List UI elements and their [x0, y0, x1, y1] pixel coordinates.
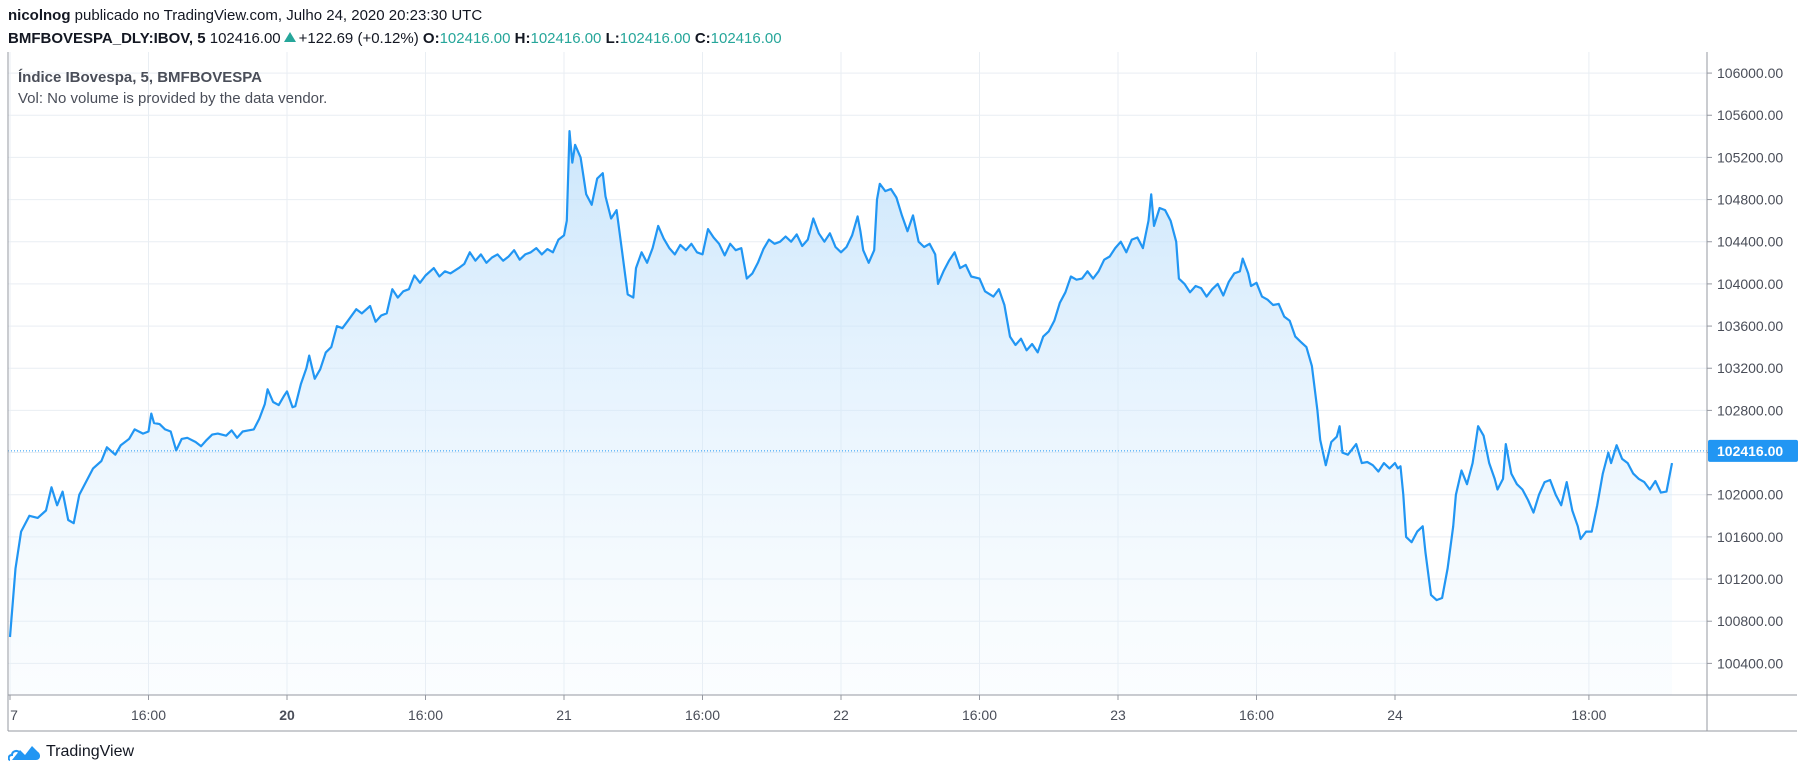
x-tick-label: 16:00 [131, 707, 166, 723]
y-tick-label: 106000.00 [1717, 65, 1783, 81]
ohlc-bar: BMFBOVESPA_DLY:IBOV, 5 102416.00 +122.69 … [8, 30, 782, 47]
x-tick-label: 18:00 [1571, 707, 1606, 723]
y-tick-label: 104400.00 [1717, 234, 1783, 250]
time-axis[interactable]: 7 16:00 20 16:00 21 16:00 22 16:00 23 16:00 24 18:0… [9, 695, 1607, 723]
last-price: 102416.00 [209, 30, 281, 47]
chart-frame [7, 52, 1797, 732]
price-axis[interactable]: 106000.00 105600.00 105200.00 104800.00 1044… [1707, 65, 1783, 671]
close-value: 102416.00 [710, 30, 782, 47]
y-tick-label: 103600.00 [1717, 318, 1783, 334]
x-tick-label: 21 [556, 707, 572, 723]
open-value: 102416.00 [439, 30, 511, 47]
published-text: publicado no TradingView.com, Julho 24, … [74, 7, 483, 24]
y-tick-label: 101600.00 [1717, 529, 1783, 545]
x-tick-label: 16:00 [1239, 707, 1274, 723]
y-tick-label: 101200.00 [1717, 571, 1783, 587]
y-tick-label: 105200.00 [1717, 149, 1783, 165]
last-price-tag: 102416.00 [1708, 439, 1798, 462]
tradingview-cloud-icon [8, 746, 41, 761]
price-area-fill [10, 131, 1672, 696]
x-tick-label: 20 [279, 707, 295, 723]
publish-info: nicolnog publicado no TradingView.com, J… [8, 7, 482, 24]
x-tick-label: 16:00 [962, 707, 997, 723]
last-price-tag-bg [1708, 439, 1798, 462]
low-label: L: [605, 30, 620, 47]
y-tick-label: 102000.00 [1717, 487, 1783, 503]
y-tick-label: 104000.00 [1717, 276, 1783, 292]
brand-text: TradingView [46, 743, 135, 760]
legend-volume-note: Vol: No volume is provided by the data v… [18, 90, 327, 107]
x-tick-label: 24 [1387, 707, 1403, 723]
triangle-up-icon [283, 32, 296, 42]
close-label: C: [694, 30, 711, 47]
price-line[interactable] [8, 130, 1674, 638]
y-tick-label: 102800.00 [1717, 402, 1783, 418]
high-label: H: [514, 30, 531, 47]
y-tick-label: 104800.00 [1717, 192, 1783, 208]
x-tick-label: 16:00 [685, 707, 720, 723]
y-tick-label: 100400.00 [1717, 655, 1783, 671]
high-value: 102416.00 [530, 30, 602, 47]
last-price-tag-label: 102416.00 [1717, 443, 1783, 459]
legend-title: Índice IBovespa, 5, BMFBOVESPA [18, 69, 262, 86]
y-tick-label: 103200.00 [1717, 360, 1783, 376]
x-tick-label: 23 [1110, 707, 1126, 723]
author-name[interactable]: nicolnog [8, 7, 71, 24]
y-tick-label: 100800.00 [1717, 613, 1783, 629]
symbol-label: BMFBOVESPA_DLY:IBOV, 5 [8, 30, 206, 47]
x-tick-label: 22 [833, 707, 849, 723]
x-tick-label: 7 [10, 707, 18, 723]
low-value: 102416.00 [619, 30, 691, 47]
price-change: +122.69 (+0.12%) [298, 30, 419, 47]
tradingview-brand[interactable]: TradingView [8, 742, 134, 762]
open-label: O: [422, 30, 440, 47]
y-tick-label: 105600.00 [1717, 107, 1783, 123]
x-tick-label: 16:00 [408, 707, 443, 723]
